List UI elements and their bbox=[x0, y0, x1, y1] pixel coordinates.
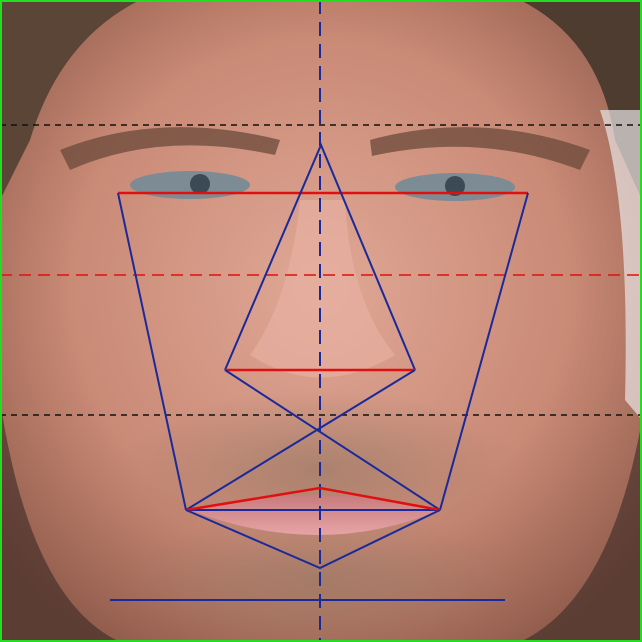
lip-line bbox=[185, 486, 441, 512]
hair-left bbox=[0, 0, 140, 200]
iris-right bbox=[445, 176, 465, 196]
lips bbox=[190, 495, 440, 535]
eyebrow-left bbox=[60, 127, 280, 170]
light-glare bbox=[600, 110, 642, 420]
side-right bbox=[439, 192, 529, 511]
side-left bbox=[117, 192, 187, 511]
eyebrow-right bbox=[370, 127, 590, 170]
cross-line bbox=[185, 369, 416, 511]
eye-left bbox=[130, 171, 250, 199]
cross-line bbox=[224, 369, 441, 511]
chin-triangle bbox=[185, 509, 441, 570]
hair-right bbox=[520, 0, 642, 200]
shadow-right bbox=[520, 420, 642, 642]
nose-triangle bbox=[224, 142, 416, 371]
nose bbox=[250, 200, 395, 378]
shadow-left bbox=[0, 400, 120, 642]
iris-left bbox=[190, 174, 210, 194]
